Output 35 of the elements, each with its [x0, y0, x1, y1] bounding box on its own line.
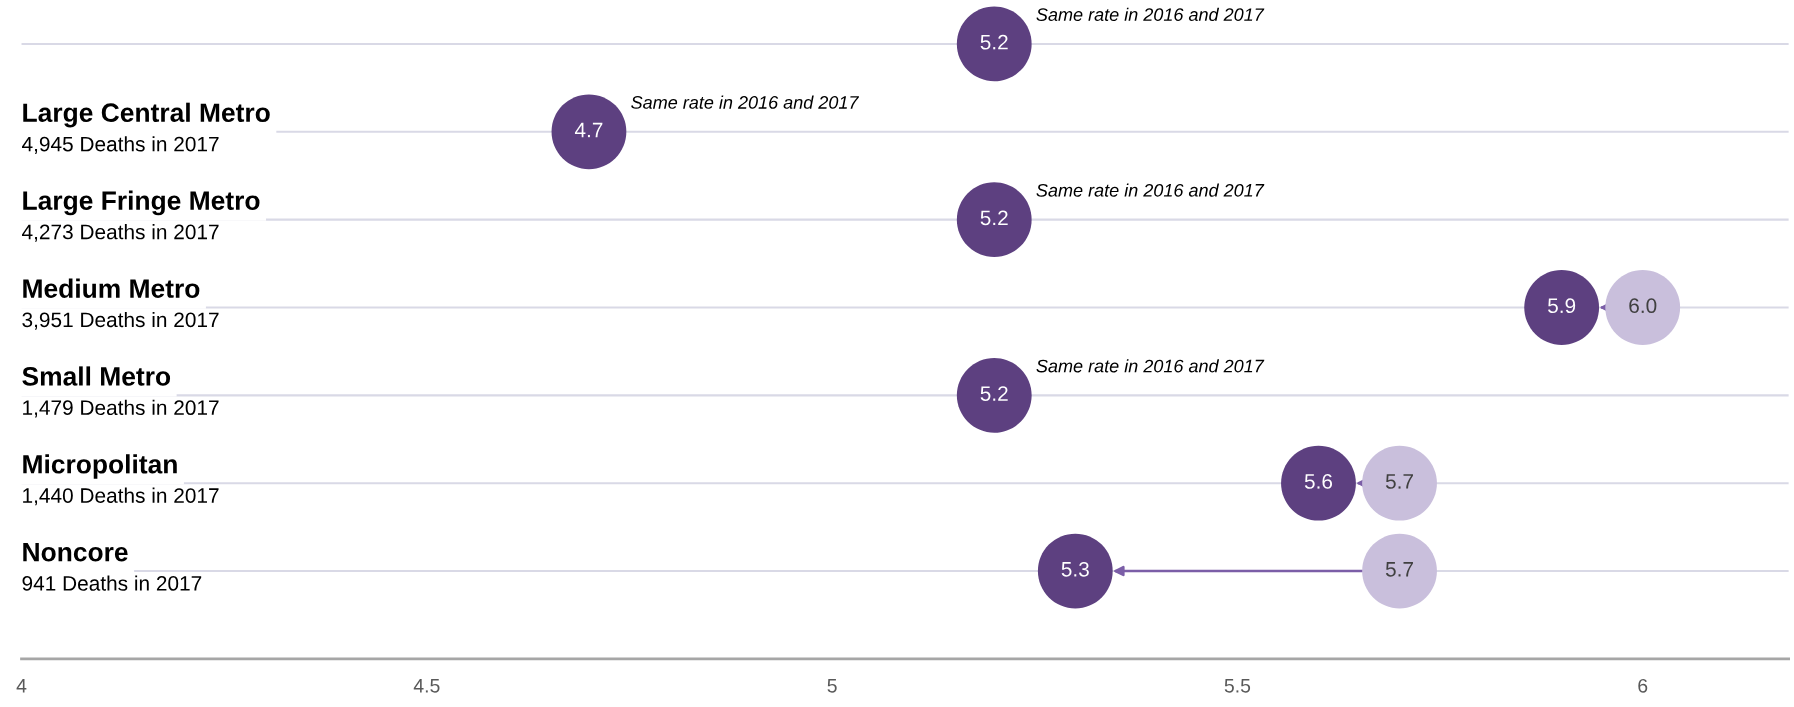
data-label: 5.2 [980, 210, 1008, 226]
data-label: 4.7 [574, 122, 603, 138]
data-label: 5.6 [1304, 474, 1333, 489]
point [1524, 270, 1600, 345]
data-label: 5.9 [1548, 298, 1576, 314]
y-tick-label: Large Fringe Metro 4,273 Deaths in 2017 [22, 190, 260, 242]
y-tick-label: Micropolitan 1,440 Deaths in 2017 [23, 454, 219, 506]
point [956, 357, 1032, 433]
point [1362, 445, 1437, 521]
point [956, 182, 1032, 258]
x-tick-label: 5 [827, 679, 837, 693]
y-tick-label: Large Central Metro 4,945 Deaths in 2017 [22, 102, 270, 154]
data-label: 5.2 [980, 34, 1008, 50]
point [1281, 445, 1356, 521]
y-tick-label: Noncore 941 Deaths in 2017 [22, 543, 202, 591]
point [1037, 533, 1113, 609]
data-label: 5.7 [1385, 562, 1413, 577]
y-tick-label: Medium Metro 3,951 Deaths in 2017 [22, 278, 219, 330]
data-label: 5.3 [1061, 561, 1089, 577]
point [956, 6, 1032, 82]
point [551, 94, 627, 170]
annotation: Same rate in 2016 and 2017 [1036, 359, 1265, 373]
point [1605, 270, 1681, 345]
x-tick-label: 4.5 [413, 679, 440, 693]
x-tick-label: 4 [16, 679, 27, 693]
x-tick-label: 6 [1638, 678, 1648, 693]
annotation: Same rate in 2016 and 2017 [1036, 183, 1265, 197]
annotation: Same rate in 2016 and 2017 [1036, 7, 1265, 22]
point [1362, 533, 1437, 609]
data-label: 6.0 [1629, 298, 1657, 314]
annotation: Same rate in 2016 and 2017 [631, 95, 860, 109]
data-label: 5.2 [980, 386, 1008, 401]
data-label: 5.7 [1385, 474, 1413, 489]
y-tick-label: Small Metro 1,479 Deaths in 2017 [22, 366, 219, 418]
x-tick-label: 5.5 [1224, 679, 1251, 693]
